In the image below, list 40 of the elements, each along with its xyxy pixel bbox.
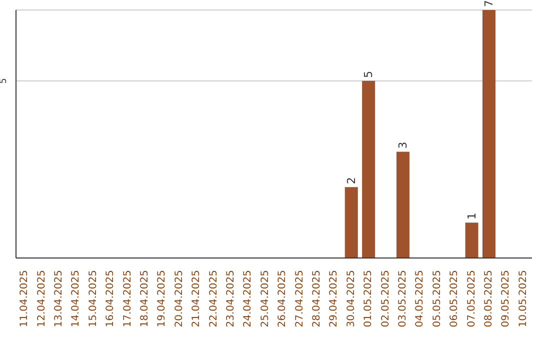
x-tick-label: 20.04.2025 [174,270,185,328]
data-label: 7 [482,0,496,7]
x-tick-label: 07.05.2025 [466,270,478,328]
x-tick-label: 23.04.2025 [226,270,236,328]
x-tick-label: 12.04.2025 [36,270,48,328]
x-tick-label: 11.04.2025 [19,270,30,328]
x-tick-label: 16.04.2025 [105,270,116,328]
data-label: 2 [344,177,358,184]
x-tick-label: 05.05.2025 [432,270,443,328]
x-tick-label: 17.04.2025 [122,270,134,328]
x-tick-label: 01.05.2025 [363,270,374,328]
x-tick-label: 21.04.2025 [191,270,202,328]
x-tick-label: 18.04.2025 [140,270,150,328]
bar [465,222,478,258]
x-tick-label: 04.05.2025 [414,270,426,328]
x-tick-label: 14.04.2025 [70,270,82,328]
x-tick-label: 24.04.2025 [242,270,254,328]
x-tick-label: 08.05.2025 [484,270,494,328]
x-tick-label: 30.04.2025 [346,270,357,328]
x-tick-label: 25.04.2025 [260,270,271,328]
x-tick-label: 09.05.2025 [500,270,512,328]
bar [482,10,496,258]
x-tick-label: 06.05.2025 [449,270,460,328]
x-tick-label: 29.04.2025 [328,270,340,328]
bar [344,187,358,258]
x-tick-label: 03.05.2025 [398,270,408,328]
x-tick-label: 13.04.2025 [54,270,64,328]
x-tick-label: 10.05.2025 [518,270,529,328]
x-tick-label: 27.04.2025 [294,270,306,328]
x-tick-label: 19.04.2025 [156,270,168,328]
data-label: 5 [362,70,376,78]
data-label: 3 [396,142,410,149]
bar [396,152,410,258]
x-tick-label: 28.04.2025 [312,270,322,328]
x-tick-label: 22.04.2025 [208,270,220,328]
x-tick-label: 26.04.2025 [277,270,288,328]
x-tick-label: 15.04.2025 [88,270,99,328]
data-label: 1 [465,212,478,220]
bar [362,80,376,258]
x-tick-label: 02.05.2025 [380,270,392,328]
